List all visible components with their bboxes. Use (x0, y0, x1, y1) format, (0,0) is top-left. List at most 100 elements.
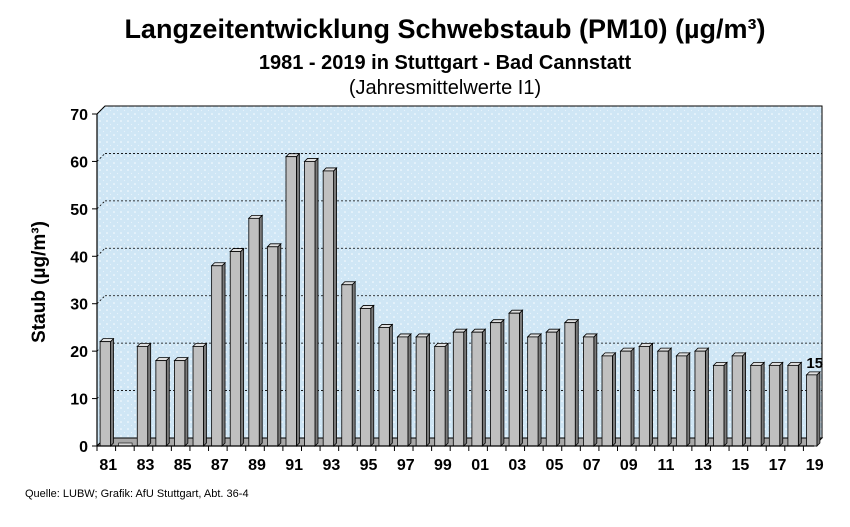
bar (563, 318, 580, 447)
bar-side (333, 166, 337, 447)
bar-top (322, 167, 338, 172)
bar-top (693, 347, 710, 352)
x-tick-label: 13 (694, 457, 712, 474)
x-tick-label: 99 (434, 457, 452, 474)
bar-front (192, 345, 204, 447)
bar-side (630, 347, 635, 447)
bar-front (415, 336, 427, 447)
bar-front (750, 364, 762, 447)
bar (712, 361, 728, 447)
x-tick-label: 09 (620, 457, 638, 474)
bar-front (545, 331, 558, 447)
bar (731, 351, 747, 447)
x-tick-label: 01 (471, 457, 489, 474)
x-tick-label: 95 (360, 457, 378, 474)
bar-side (519, 309, 523, 447)
bar (601, 351, 617, 447)
bar-top (433, 342, 450, 347)
bar-top (303, 158, 319, 162)
bar (229, 247, 245, 447)
bar-side (704, 347, 709, 447)
bar-top (210, 262, 227, 267)
bar-side (537, 332, 542, 447)
bar (285, 152, 301, 447)
bar-side (686, 351, 691, 447)
y-tick-label: 0 (79, 439, 88, 456)
bar (266, 242, 282, 447)
bar (545, 328, 561, 447)
bar-top (656, 347, 673, 352)
bar-front (452, 331, 465, 447)
gridline-diag (96, 200, 106, 210)
bar-front (508, 312, 520, 447)
bar-side (370, 304, 375, 447)
bar-side (481, 328, 486, 447)
bar-front (136, 345, 149, 447)
bar (136, 342, 152, 447)
data-label: 15 (806, 355, 823, 372)
bar-front (248, 217, 260, 447)
bar (377, 323, 394, 447)
bar-side (426, 332, 430, 447)
bar-front (638, 345, 651, 447)
bar (805, 370, 821, 447)
bar (303, 157, 319, 447)
bar-front (731, 355, 743, 447)
x-tick-label: 97 (397, 457, 415, 474)
bar-top (768, 361, 784, 366)
bar-front (564, 322, 576, 447)
bar-top (508, 309, 524, 314)
chart-subtitle-secondary: (Jahresmittelwerte I1) (348, 77, 542, 99)
bar-top (805, 371, 821, 376)
bar-side (723, 361, 728, 447)
x-tick-label: 05 (546, 457, 564, 474)
x-tick-label: 81 (99, 457, 117, 474)
bar-front (285, 156, 297, 447)
y-tick-label: 10 (70, 392, 88, 409)
bar (99, 337, 115, 447)
y-tick-label: 40 (70, 249, 88, 266)
source-note: Quelle: LUBW; Grafik: AfU Stuttgart, Abt… (25, 488, 249, 500)
bar-side (165, 356, 170, 447)
bar-top (749, 361, 766, 366)
bar (582, 332, 598, 447)
bar-front (211, 265, 223, 447)
bar-side (203, 342, 207, 447)
bar-top (247, 214, 264, 219)
x-tick-label: 85 (174, 457, 192, 474)
x-tick-label: 07 (583, 457, 601, 474)
x-tick-label: 11 (658, 457, 675, 474)
x-tick-label: 93 (322, 457, 340, 474)
bar (415, 332, 431, 447)
bar-side (797, 361, 802, 447)
bar (619, 347, 635, 447)
bar-top (731, 352, 747, 357)
bar-top (359, 305, 375, 309)
bar (693, 347, 710, 447)
bar-top (452, 328, 468, 333)
bar-top (470, 328, 487, 333)
bar-top (99, 338, 115, 343)
y-tick-label: 20 (70, 344, 88, 361)
bar (489, 318, 505, 447)
x-tick-label: 15 (731, 457, 749, 474)
bar (359, 304, 375, 447)
bar-side (240, 247, 245, 447)
bar-top (396, 333, 412, 338)
bar-side (444, 342, 449, 447)
x-tick-label: 03 (508, 457, 526, 474)
bar-top (619, 347, 635, 352)
bar-side (649, 342, 654, 447)
bar (154, 356, 171, 447)
bar-side (500, 318, 505, 447)
bar-front (155, 360, 167, 447)
bar-top (340, 281, 357, 286)
bar-side (277, 242, 282, 447)
bar-top (377, 324, 394, 328)
bar-side (593, 332, 598, 447)
chart-subtitle: 1981 - 2019 in Stuttgart - Bad Cannstatt (258, 52, 632, 74)
bar-front (601, 355, 613, 447)
bar (433, 342, 450, 447)
x-tick-label: 89 (248, 457, 266, 474)
